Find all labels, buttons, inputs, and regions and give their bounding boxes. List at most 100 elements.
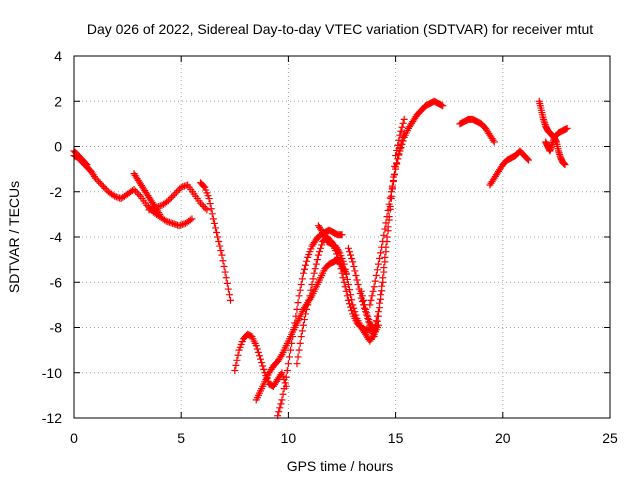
- data-point: [342, 287, 350, 295]
- data-point: [287, 346, 295, 354]
- data-point: [310, 269, 318, 277]
- data-point: [342, 270, 350, 278]
- data-point: [351, 308, 359, 316]
- data-point: [340, 260, 348, 268]
- data-point: [300, 316, 308, 324]
- series-1: [70, 147, 91, 169]
- data-point: [91, 174, 99, 182]
- data-point: [371, 277, 379, 285]
- y-tick-labels: -12 -10 -8 -6 -4 -2 0 2 4: [42, 48, 62, 426]
- data-point: [347, 291, 355, 299]
- data-point: [397, 141, 405, 149]
- data-point: [277, 352, 285, 360]
- data-point: [133, 189, 141, 197]
- data-point: [394, 155, 402, 163]
- data-point: [341, 265, 349, 273]
- data-point: [227, 296, 235, 304]
- y-axis-label: SDTVAR / TECUs: [6, 181, 22, 293]
- data-point: [368, 292, 376, 300]
- data-point: [365, 316, 373, 324]
- data-point: [219, 257, 227, 265]
- data-point: [372, 271, 380, 279]
- series-7: [274, 226, 346, 420]
- data-point: [376, 254, 384, 262]
- data-point: [386, 194, 394, 202]
- series-16: [542, 133, 569, 169]
- data-point: [399, 133, 407, 141]
- data-point: [225, 291, 233, 299]
- y-tick-label: -6: [50, 274, 63, 290]
- data-point: [313, 256, 321, 264]
- data-point: [212, 224, 220, 232]
- data-point: [377, 291, 385, 299]
- data-point: [196, 199, 204, 207]
- data-point: [109, 191, 117, 199]
- data-point: [276, 404, 284, 412]
- data-point: [377, 249, 385, 257]
- data-point: [298, 275, 306, 283]
- data-point: [383, 213, 391, 221]
- data-point: [93, 176, 101, 184]
- data-point: [372, 317, 380, 325]
- y-tick-label: -2: [50, 184, 63, 200]
- data-point: [314, 251, 322, 259]
- data-point: [367, 296, 375, 304]
- data-point: [344, 244, 352, 252]
- data-point: [370, 326, 378, 334]
- data-point: [218, 251, 226, 259]
- x-tick-label: 15: [388, 430, 404, 446]
- x-tick-label: 25: [602, 430, 618, 446]
- data-point: [338, 269, 346, 277]
- data-point: [348, 296, 356, 304]
- data-point: [382, 219, 390, 227]
- data-point: [298, 327, 306, 335]
- data-point: [346, 286, 354, 294]
- data-point: [370, 283, 378, 291]
- data-point: [379, 238, 387, 246]
- data-point: [349, 301, 357, 309]
- data-point: [278, 369, 286, 377]
- data-point: [396, 145, 404, 153]
- data-point: [311, 265, 319, 273]
- axis-ticks: [73, 55, 611, 419]
- data-point: [155, 209, 163, 217]
- data-point: [335, 247, 343, 255]
- data-point: [381, 225, 389, 233]
- data-point: [374, 260, 382, 268]
- data-point: [334, 253, 342, 261]
- data-point: [284, 360, 292, 368]
- data-point: [305, 296, 313, 304]
- data-point: [346, 300, 354, 308]
- data-point: [260, 365, 268, 373]
- data-point: [283, 366, 291, 374]
- y-tick-label: -10: [42, 365, 62, 381]
- data-point: [395, 150, 403, 158]
- x-tick-label: 5: [177, 430, 185, 446]
- data-point: [233, 356, 241, 364]
- data-point: [399, 119, 407, 127]
- data-point: [253, 345, 261, 353]
- x-tick-label: 10: [281, 430, 297, 446]
- data-point: [99, 183, 107, 191]
- data-point: [302, 310, 310, 318]
- data-point: [166, 195, 174, 203]
- data-point: [344, 281, 352, 289]
- data-point: [294, 299, 302, 307]
- data-point: [348, 254, 356, 262]
- x-tick-label: 20: [495, 430, 511, 446]
- series-2: [130, 170, 164, 218]
- data-point: [373, 266, 381, 274]
- data-point: [255, 352, 263, 360]
- data-point: [303, 305, 311, 313]
- data-point: [96, 179, 104, 187]
- data-point: [523, 155, 531, 163]
- data-point: [300, 265, 308, 273]
- data-point: [362, 305, 370, 313]
- data-point: [308, 281, 316, 289]
- data-point: [350, 262, 358, 270]
- data-point: [381, 253, 389, 261]
- data-point: [393, 160, 401, 168]
- data-point: [201, 204, 209, 212]
- data-point: [563, 124, 571, 132]
- data-point: [383, 233, 391, 241]
